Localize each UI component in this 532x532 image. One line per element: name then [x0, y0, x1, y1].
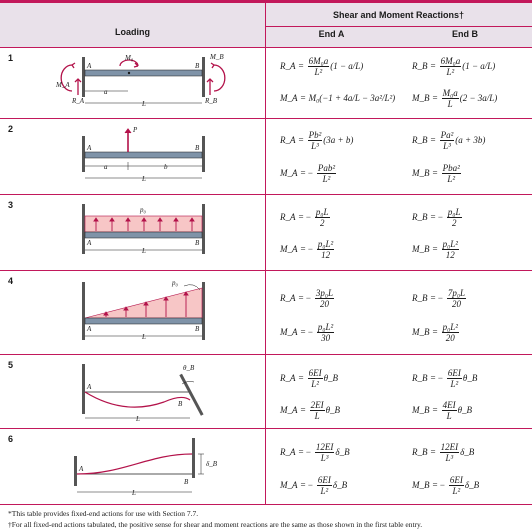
row-rule-5 [0, 428, 532, 429]
label-end-a: A [86, 239, 92, 247]
label-dim-l: L [141, 100, 146, 108]
label-theta-b: θ_B [183, 364, 195, 372]
top-rule [0, 0, 532, 3]
eq-ra: R_A = − 3p₀L 20 [280, 287, 335, 309]
label-end-b: B [195, 239, 200, 247]
row-number: 1 [8, 53, 14, 63]
diagram-uniform-load: p₀ A B L [82, 204, 205, 255]
header-loading: Loading [115, 27, 150, 37]
diagram-rotation-support: θ_B A B L [82, 364, 204, 423]
label-end-b: B [195, 144, 200, 152]
row-rule-1 [0, 118, 532, 119]
label-end-b: B [195, 62, 200, 70]
column-divider [265, 0, 266, 504]
header-bottom-rule [0, 47, 532, 48]
label-end-b: B [195, 325, 200, 333]
diagram-point-load: P A B a b L [82, 126, 205, 183]
eq-rb: R_B = 6M₀a L² (1 − a/L) [412, 55, 496, 77]
eq-ra: R_A = 6EI L² θ_B [280, 367, 338, 389]
eq-mb: M_B = Pba² L² [412, 162, 461, 184]
header-end-b: End B [452, 29, 478, 39]
eq-mb: M_B = − 6EI L² δ_B [412, 474, 480, 496]
row-rule-4 [0, 354, 532, 355]
label-end-a: A [86, 325, 92, 333]
footnote-dagger: †For all fixed-end actions tabulated, th… [8, 520, 423, 529]
label-delta-b: δ_B [206, 460, 218, 468]
label-dim-l: L [135, 415, 140, 423]
eq-ra: R_A = Pb² L³ (3a + b) [280, 129, 354, 151]
diagram-applied-moment: M₀ M_B M_A R_A R_B A B a L [55, 53, 226, 108]
label-end-a: A [86, 62, 92, 70]
eq-mb: M_B = p₀L² 12 [412, 238, 459, 260]
row-number: 4 [8, 276, 14, 286]
row-number: 5 [8, 360, 14, 370]
eq-mb: M_B = p₀L² 20 [412, 321, 459, 343]
label-end-a: A [86, 144, 92, 152]
row-rule-3 [0, 270, 532, 271]
label-p0: p₀ [171, 279, 179, 287]
label-dim-a: a [104, 88, 108, 96]
label-dim-a: a [104, 163, 108, 171]
row-number: 2 [8, 124, 14, 134]
diagram-settlement-support: δ_B A B L [74, 438, 218, 497]
eq-rb: R_B = − p₀L 2 [412, 206, 462, 228]
label-end-b: B [178, 400, 183, 408]
label-rb: R_B [204, 97, 218, 105]
label-ma: M_A [55, 81, 70, 89]
label-ra: R_A [71, 97, 85, 105]
row-number: 6 [8, 434, 14, 444]
label-dim-l: L [131, 489, 136, 497]
header-end-a: End A [318, 29, 345, 39]
row-number: 3 [8, 200, 14, 210]
eq-rb: R_B = 12EI L³ δ_B [412, 441, 475, 463]
label-end-a: A [86, 383, 92, 391]
label-m0: M₀ [124, 54, 134, 62]
eq-ma: M_A = − 6EI L² δ_B [280, 474, 348, 496]
label-end-b: B [184, 478, 189, 486]
header-band [0, 0, 532, 48]
header-reactions-title: Shear and Moment Reactions† [332, 10, 465, 20]
row-rule-6 [0, 504, 532, 505]
eq-ma: M_A = − Pab² L² [280, 162, 337, 184]
eq-ma: M_A = − p₀L² 30 [280, 321, 335, 343]
eq-rb: R_B = − 6EI L² θ_B [412, 367, 478, 389]
label-dim-l: L [141, 175, 146, 183]
eq-ra: R_A = 6M₀a L² (1 − a/L) [280, 55, 364, 77]
header-subrule [265, 26, 532, 27]
diagram-triangular-load: p₀ A B L [82, 279, 205, 341]
label-p0: p₀ [139, 206, 147, 214]
eq-ma: M_A = − p₀L² 12 [280, 238, 335, 260]
eq-rb: R_B = Pa² L³ (a + 3b) [412, 129, 486, 151]
eq-ma: M_A = 2EI L θ_B [280, 399, 340, 421]
label-dim-l: L [141, 247, 146, 255]
footnote-star: *This table provides fixed-end actions f… [8, 509, 199, 518]
row-rule-2 [0, 194, 532, 195]
eq-rb: R_B = − 7p₀L 20 [412, 287, 467, 309]
label-mb: M_B [209, 53, 224, 61]
eq-mb: M_B = 4EI L θ_B [412, 399, 472, 421]
eq-ra: R_A = − p₀L 2 [280, 206, 330, 228]
eq-ra: R_A = − 12EI L³ δ_B [280, 441, 350, 463]
label-dim-l: L [141, 333, 146, 341]
eq-ma: M_A = M₀ (−1 + 4a/L − 3a²/L²) [280, 93, 396, 103]
eq-mb: M_B = M₀a L (2 − 3a/L) [412, 87, 498, 109]
label-dim-b: b [164, 163, 168, 171]
label-end-a: A [78, 465, 84, 473]
label-p: P [132, 126, 138, 134]
